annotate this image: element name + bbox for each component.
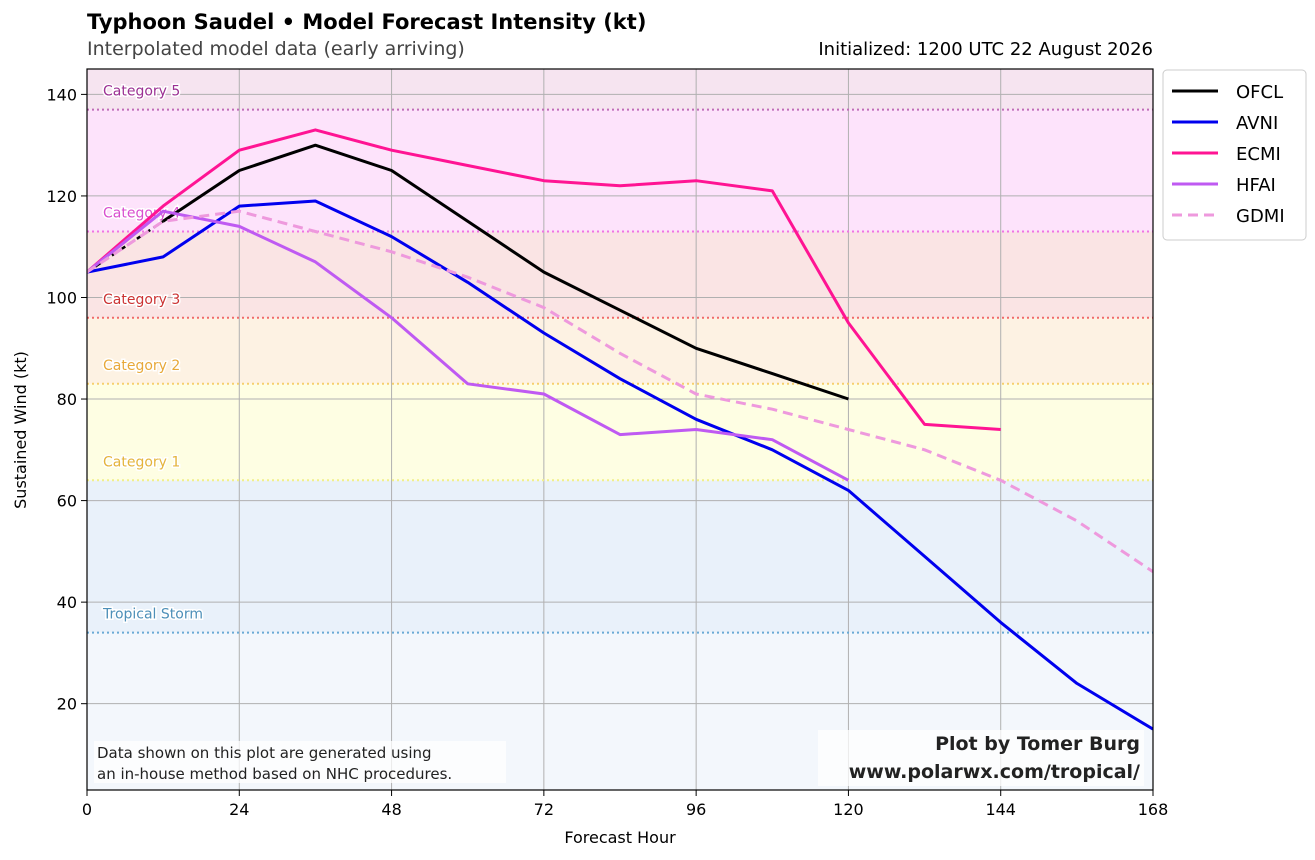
x-tick-label: 168 [1138, 800, 1169, 819]
x-tick-label: 96 [686, 800, 706, 819]
grid-lines [86, 69, 1154, 790]
y-tick-label: 40 [57, 593, 77, 612]
x-tick-label: 0 [82, 800, 92, 819]
x-axis-ticks: 0 24 48 72 96 120 144 168 [82, 790, 1168, 819]
band-tropical-storm [87, 480, 1153, 633]
series-gdmi [87, 209, 1153, 573]
y-axis-label: Sustained Wind (kt) [11, 351, 30, 509]
chart-title: Typhoon Saudel • Model Forecast Intensit… [87, 10, 647, 34]
chart-subtitle: Interpolated model data (early arriving) [87, 38, 465, 60]
label-category-2: Category 2 [103, 358, 180, 374]
legend-label-ofcl: OFCL [1236, 82, 1283, 103]
legend-box [1162, 69, 1307, 241]
legend: OFCL AVNI ECMI HFAI GDMI [1162, 69, 1307, 241]
category-labels: Tropical Storm Category 1 Category 2 Catego… [101, 82, 205, 624]
band-category-5 [87, 69, 1153, 110]
note-line-1: Data shown on this plot are generated us… [97, 744, 432, 762]
label-category-3: Category 3 [103, 292, 180, 308]
credit-line-1: Plot by Tomer Burg [935, 733, 1140, 755]
note-line-2: an in-house method based on NHC procedur… [97, 765, 452, 783]
x-tick-label: 120 [833, 800, 864, 819]
x-tick-label: 144 [985, 800, 1016, 819]
y-tick-label: 120 [46, 187, 77, 206]
series-avni [87, 199, 1153, 731]
x-tick-label: 48 [381, 800, 401, 819]
x-tick-label: 72 [534, 800, 554, 819]
legend-label-avni: AVNI [1236, 113, 1278, 134]
y-tick-label: 100 [46, 288, 77, 307]
credit-line-2: www.polarwx.com/tropical/ [849, 761, 1140, 783]
band-category-3 [87, 231, 1153, 318]
label-tropical-storm: Tropical Storm [102, 607, 203, 623]
y-tick-label: 140 [46, 85, 77, 104]
legend-label-hfai: HFAI [1236, 175, 1276, 196]
band-category-2 [87, 317, 1153, 384]
plot-frame [86, 68, 1154, 791]
series-ofcl [162, 143, 849, 401]
initialized-time: Initialized: 1200 UTC 22 August 2026 [818, 39, 1153, 60]
label-category-1: Category 1 [103, 454, 180, 470]
y-tick-label: 80 [57, 390, 77, 409]
x-tick-label: 24 [229, 800, 249, 819]
series-hfai [87, 209, 850, 482]
forecast-series [87, 128, 1153, 731]
band-category-1 [87, 383, 1153, 481]
x-axis-label: Forecast Hour [564, 828, 676, 847]
series-ecmi [87, 128, 1001, 431]
legend-label-gdmi: GDMI [1236, 206, 1285, 227]
band-category-4 [87, 109, 1153, 232]
label-category-5: Category 5 [103, 84, 180, 100]
y-tick-label: 60 [57, 492, 77, 511]
note-background [94, 741, 506, 783]
credit-background [818, 730, 1144, 786]
category-bands [87, 69, 1153, 790]
y-tick-label: 20 [57, 695, 77, 714]
y-axis-ticks: 20 40 60 80 100 120 140 [46, 85, 87, 714]
legend-label-ecmi: ECMI [1236, 144, 1281, 165]
